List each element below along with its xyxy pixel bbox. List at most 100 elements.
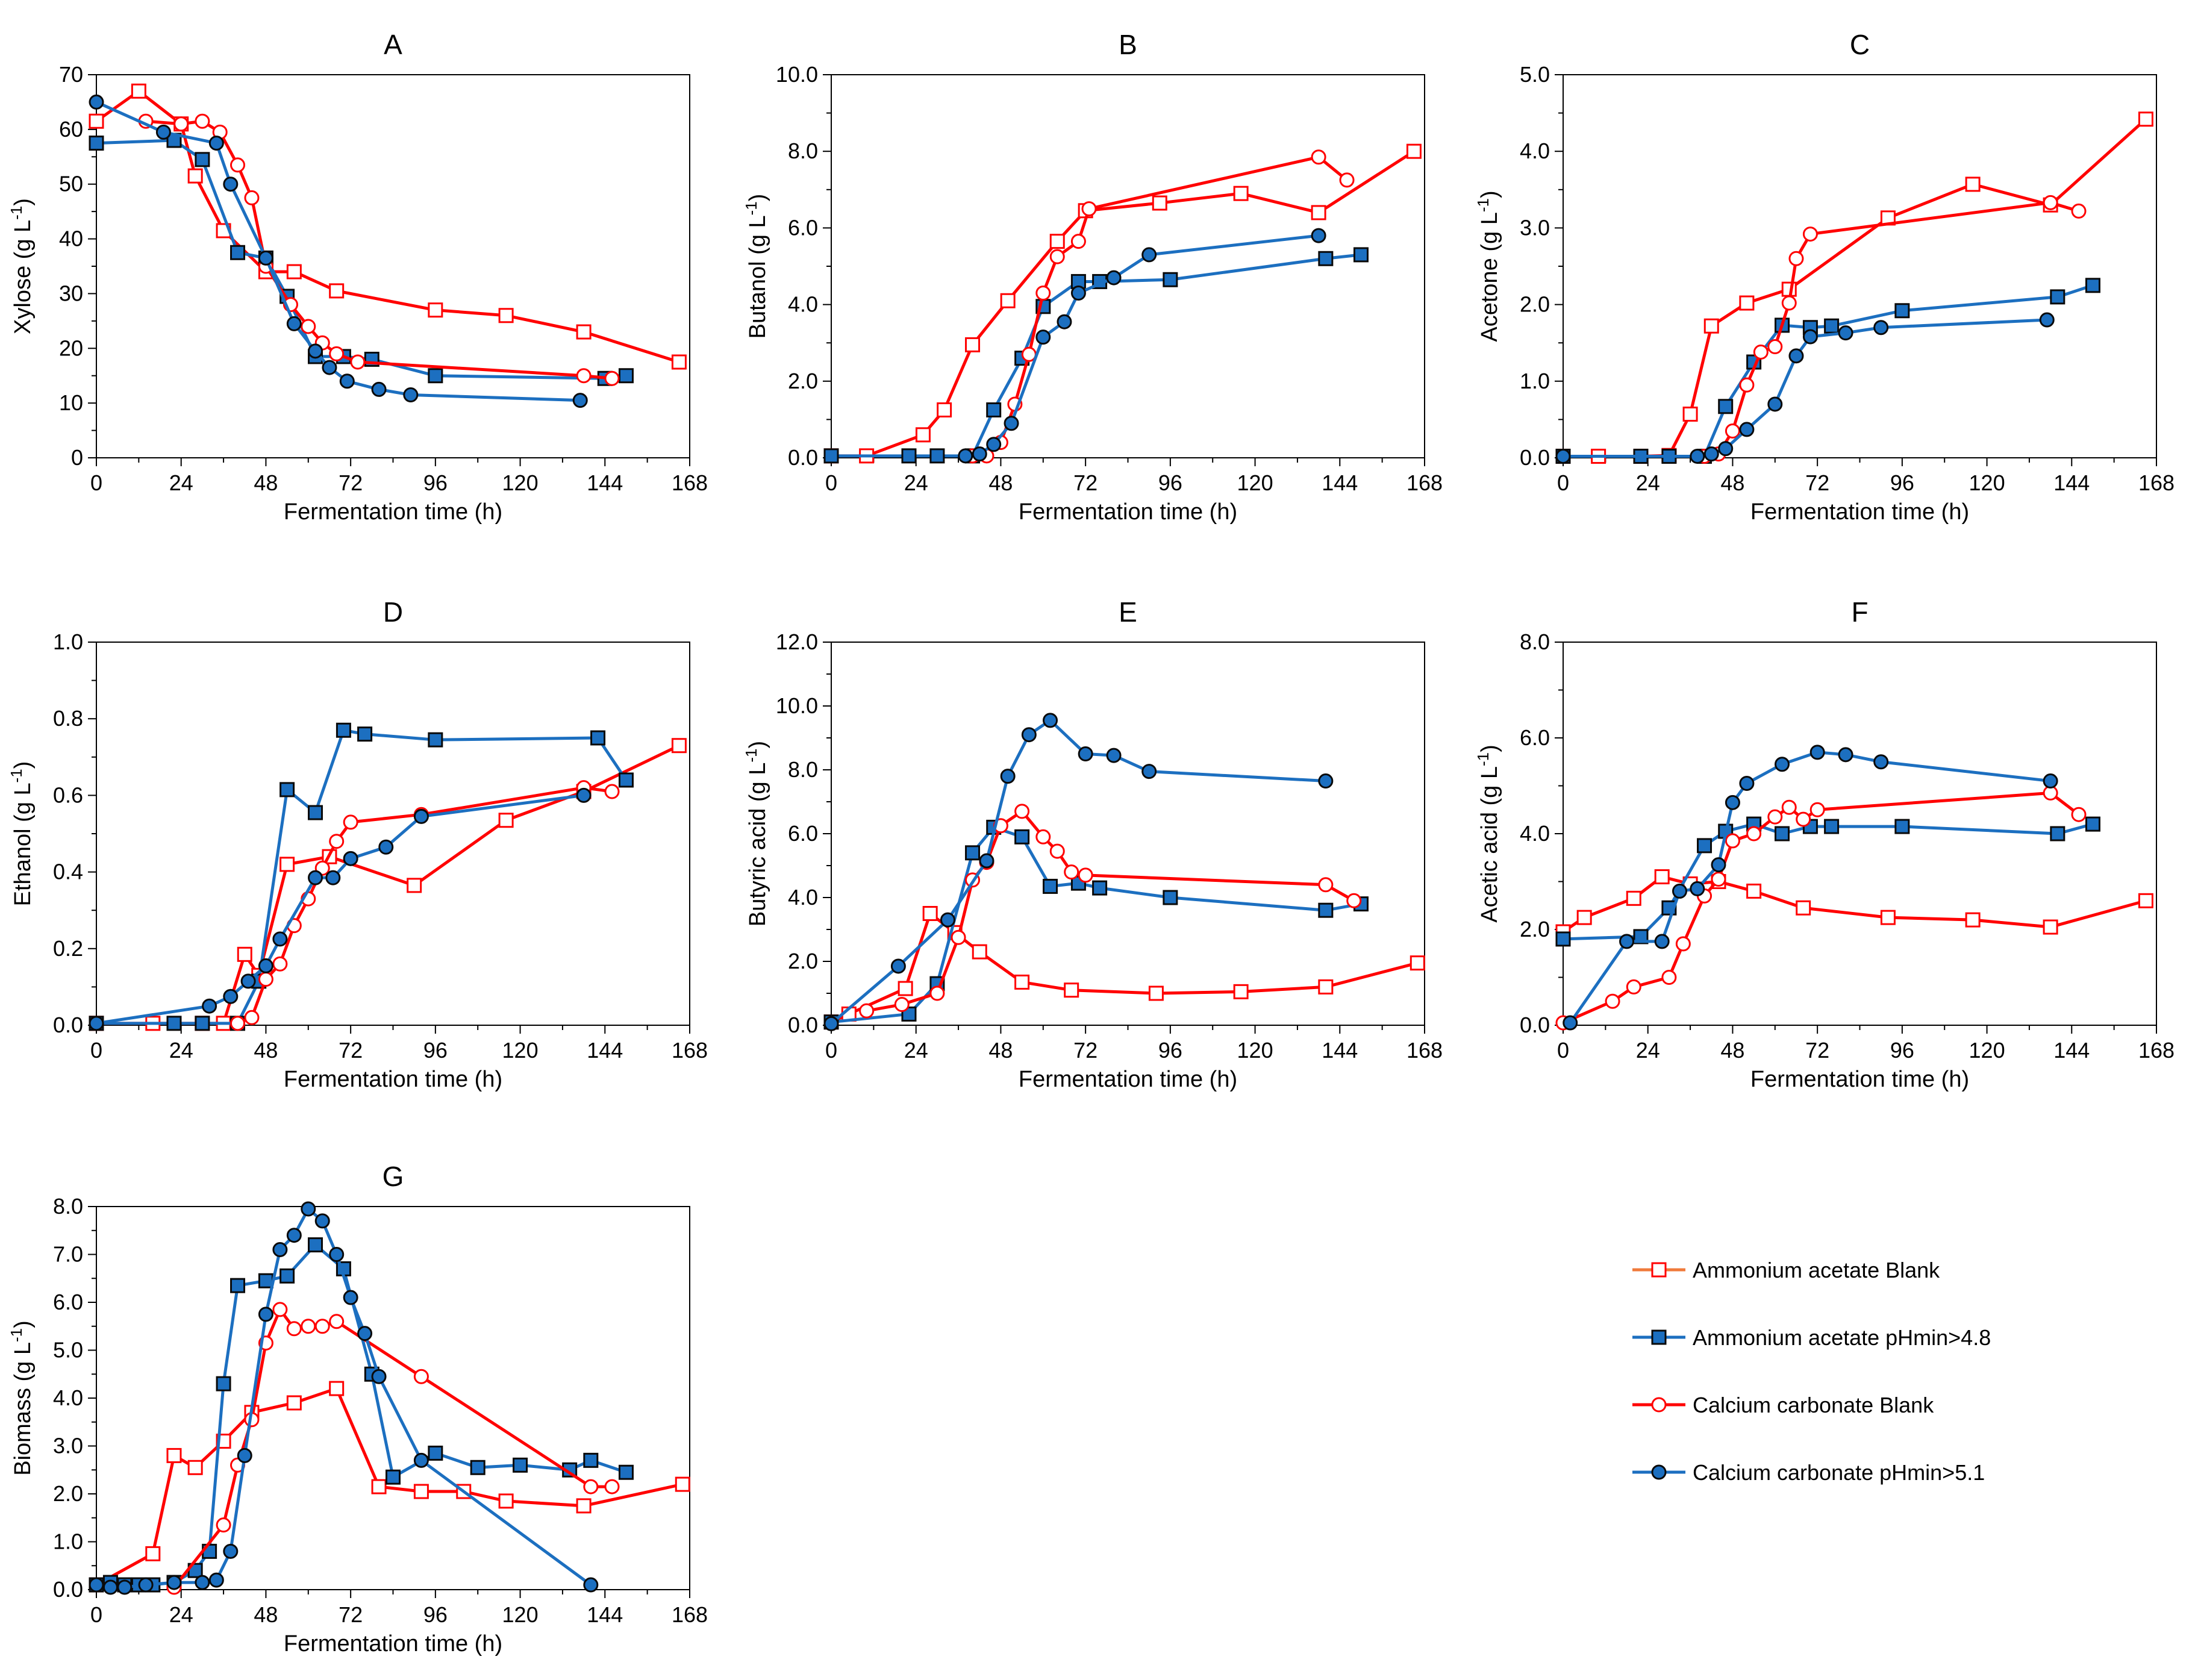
data-point — [195, 152, 210, 167]
data-point — [195, 1016, 210, 1031]
data-point — [343, 851, 358, 866]
data-point — [1809, 745, 1825, 760]
data-point — [979, 853, 994, 869]
data-point — [301, 1319, 316, 1334]
legend-label: Calcium carbonate pHmin>5.1 — [1693, 1460, 1985, 1485]
y-tick-label: 8.0 — [1520, 629, 1550, 654]
series-line — [1569, 751, 2051, 1024]
data-point — [583, 1479, 599, 1494]
data-point — [308, 1237, 323, 1253]
data-point — [823, 1016, 839, 1031]
series-aa-ph — [823, 819, 1369, 1030]
series-line — [1563, 822, 2094, 941]
data-point — [378, 839, 394, 855]
legend-item-aa-blank: Ammonium acetate Blank — [1632, 1258, 1940, 1282]
x-tick-label: 120 — [502, 1602, 539, 1627]
x-tick-label: 48 — [1720, 470, 1744, 495]
x-tick-label: 168 — [1407, 470, 1443, 495]
data-point — [1690, 881, 1705, 896]
data-point — [986, 402, 1002, 417]
series-cc-ph — [89, 94, 588, 408]
data-point — [1004, 416, 1019, 431]
data-point — [940, 912, 955, 928]
data-point — [413, 808, 429, 824]
data-point — [1682, 406, 1698, 422]
data-point — [951, 929, 966, 945]
data-point — [1746, 826, 1762, 842]
x-axis-label: Fermentation time (h) — [284, 1067, 502, 1092]
panel-title: E — [1119, 596, 1137, 628]
data-point — [1339, 172, 1355, 188]
legend: Ammonium acetate Blank Ammonium acetate p… — [1632, 1258, 1991, 1485]
data-point — [413, 1369, 429, 1384]
data-point — [1043, 713, 1058, 728]
series-aa-ph — [89, 133, 634, 386]
chart-panels: A 0 24 48 72 96 120 144 168 Fermentation time (h)… — [7, 29, 2175, 1657]
y-tick-label: 5.0 — [1520, 62, 1550, 87]
data-point — [1014, 804, 1030, 819]
data-point — [102, 1579, 118, 1595]
data-point — [1711, 857, 1726, 873]
y-tick-label: 6.0 — [1520, 725, 1550, 750]
data-point — [2138, 893, 2153, 908]
data-point — [336, 722, 351, 738]
data-point — [2043, 195, 2058, 210]
data-point — [1703, 446, 1719, 462]
data-point — [2085, 816, 2100, 832]
panel-f: F 0 24 48 72 96 120 144 168 Fermentation time (h)… — [1474, 596, 2175, 1092]
data-point — [272, 931, 288, 947]
data-point — [428, 302, 443, 318]
data-point — [1106, 270, 1122, 286]
x-tick-label: 24 — [1636, 470, 1660, 495]
x-tick-label: 0 — [1557, 1038, 1569, 1063]
legend-label: Calcium carbonate Blank — [1693, 1393, 1934, 1417]
legend-marker — [1651, 1262, 1667, 1278]
x-axis-label: Fermentation time (h) — [1019, 1067, 1237, 1092]
series-line — [96, 728, 628, 1025]
data-point — [1014, 974, 1030, 990]
panel-title: A — [384, 29, 402, 60]
data-point — [166, 1016, 182, 1031]
y-tick-label: 0.0 — [53, 1577, 83, 1602]
data-point — [1141, 764, 1157, 779]
data-point — [357, 1326, 373, 1341]
data-point — [1049, 249, 1065, 264]
x-tick-label: 72 — [1805, 470, 1829, 495]
data-point — [1746, 883, 1762, 899]
y-tick-label: 10.0 — [776, 62, 818, 87]
data-point — [576, 787, 592, 803]
y-tick-label: 3.0 — [1520, 215, 1550, 240]
data-point — [604, 370, 620, 386]
x-tick-label: 24 — [169, 1038, 193, 1063]
x-tick-label: 96 — [1890, 470, 1914, 495]
data-point — [1081, 201, 1097, 217]
data-point — [1078, 746, 1093, 761]
data-point — [230, 245, 246, 260]
data-point — [1233, 186, 1249, 201]
data-point — [1703, 318, 1719, 334]
data-point — [1725, 833, 1740, 849]
data-point — [1739, 422, 1755, 437]
data-point — [1163, 890, 1178, 905]
x-tick-label: 168 — [672, 470, 708, 495]
data-point — [314, 1319, 330, 1334]
data-point — [1035, 286, 1051, 301]
series-aa-ph — [1555, 816, 2100, 947]
data-point — [240, 973, 256, 989]
series-aa-blank — [823, 143, 1422, 464]
data-point — [1767, 396, 1783, 412]
data-point — [1802, 329, 1818, 345]
x-tick-label: 24 — [1636, 1038, 1660, 1063]
data-point — [1318, 902, 1334, 918]
data-point — [1873, 320, 1889, 336]
panel-title: B — [1119, 29, 1137, 60]
panel-title: C — [1850, 29, 1870, 60]
data-point — [308, 805, 323, 820]
series-line — [95, 89, 680, 364]
panel-title: D — [383, 596, 403, 628]
data-point — [314, 1213, 330, 1229]
data-point — [223, 988, 239, 1004]
x-tick-label: 0 — [90, 470, 102, 495]
legend-item-aa-ph: Ammonium acetate pHmin>4.8 — [1632, 1325, 1991, 1350]
